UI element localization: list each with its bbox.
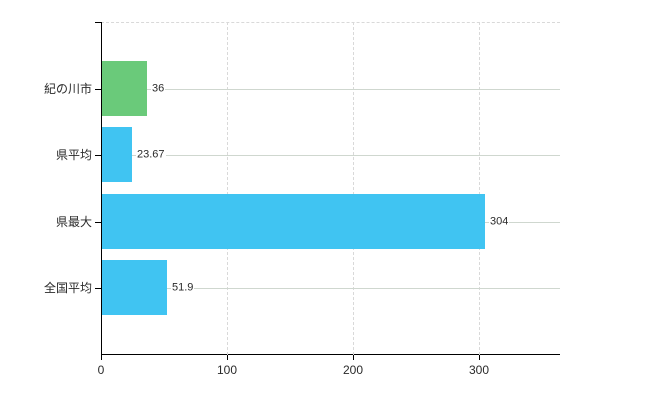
category-label: 県最大	[55, 215, 92, 229]
x-axis-tick	[479, 355, 480, 360]
y-axis-tick	[95, 155, 101, 156]
y-axis-top-tick	[95, 22, 101, 23]
plot-area	[101, 22, 560, 355]
gridline-vertical	[479, 22, 480, 355]
x-axis-tick	[227, 355, 228, 360]
value-label: 23.67	[136, 148, 166, 162]
y-axis-tick	[95, 89, 101, 90]
y-axis-line	[101, 22, 102, 355]
bar	[102, 127, 132, 182]
gridline-vertical	[353, 22, 354, 355]
value-label: 304	[489, 215, 510, 229]
category-label: 紀の川市	[43, 82, 92, 96]
x-axis-tick	[353, 355, 354, 360]
gridline-vertical	[227, 22, 228, 355]
bar	[102, 194, 485, 249]
bar	[102, 260, 167, 315]
gridline-horizontal	[102, 89, 560, 90]
x-axis-line	[101, 354, 560, 355]
x-axis-tick	[101, 355, 102, 360]
x-tick-label: 0	[97, 363, 105, 377]
category-label: 全国平均	[43, 281, 92, 295]
plot-top-border	[101, 22, 560, 23]
value-label: 51.9	[171, 281, 195, 295]
gridline-horizontal	[102, 288, 560, 289]
category-label: 県平均	[55, 148, 92, 162]
x-tick-label: 200	[342, 363, 364, 377]
gridline-horizontal	[102, 155, 560, 156]
x-tick-label: 300	[468, 363, 490, 377]
value-label: 36	[151, 82, 166, 96]
x-tick-label: 100	[216, 363, 238, 377]
y-axis-tick	[95, 222, 101, 223]
y-axis-tick	[95, 288, 101, 289]
bar	[102, 61, 147, 116]
